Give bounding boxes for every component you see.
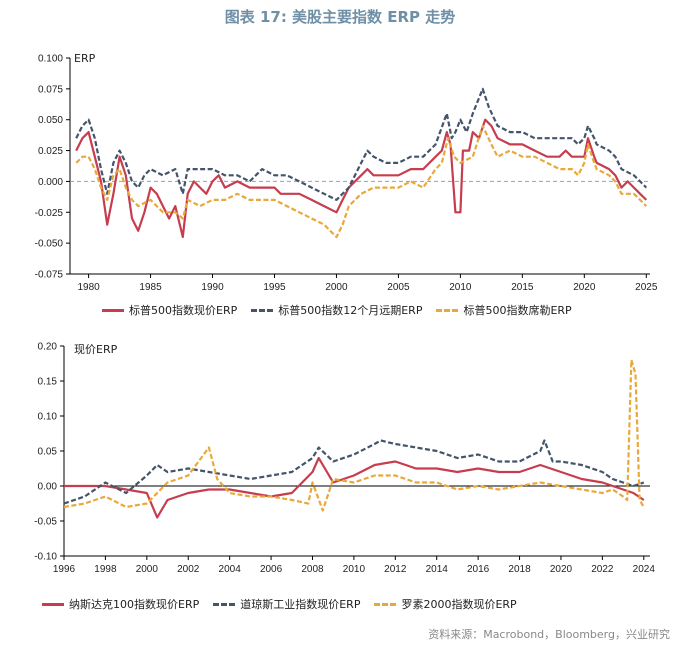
x-tick-label: 2024 <box>633 564 656 575</box>
y-tick-label: 0.10 <box>38 412 58 423</box>
y-tick-label: -0.075 <box>35 270 64 281</box>
legend-item-1: 标普500指数现价ERP <box>102 302 237 318</box>
y-tick-label: 0.000 <box>38 177 63 188</box>
legend-item-3: 标普500指数席勒ERP <box>436 302 572 318</box>
y-tick-label: 0.075 <box>38 84 63 95</box>
y-tick-label: 0.20 <box>38 342 58 353</box>
legend-item-2: 标普500指数12个月远期ERP <box>251 302 422 318</box>
x-tick-label: 2005 <box>387 282 410 293</box>
y-tick-label: 0.15 <box>38 377 58 388</box>
legend-swatch <box>42 602 64 606</box>
x-tick-label: 1995 <box>263 282 286 293</box>
x-tick-label: 2010 <box>343 564 366 575</box>
x-tick-label: 2012 <box>384 564 407 575</box>
x-tick-label: 2004 <box>219 564 242 575</box>
y-tick-label: 0.05 <box>38 447 58 458</box>
legend-item-2: 道琼斯工业指数现价ERP <box>213 596 360 612</box>
series-line-3 <box>75 124 648 239</box>
legend-swatch <box>374 602 397 606</box>
y-tick-label: 0.00 <box>38 482 58 493</box>
legend-item-3: 罗素2000指数现价ERP <box>374 596 517 612</box>
x-tick-label: 2025 <box>635 282 658 293</box>
legend-swatch <box>436 308 459 312</box>
x-tick-label: 1990 <box>201 282 224 293</box>
legend-label: 标普500指数12个月远期ERP <box>278 304 423 317</box>
x-tick-label: 2000 <box>325 282 348 293</box>
x-tick-label: 1985 <box>139 282 162 293</box>
chart-1: ERP 0.100 0.075 0.050 0.025 0.000 -0.025 -0.050… <box>35 52 658 293</box>
x-tick-label: 2010 <box>449 282 472 293</box>
x-tick-label: 2006 <box>260 564 283 575</box>
y-tick-label: 0.050 <box>38 115 63 126</box>
x-tick-label: 2014 <box>426 564 449 575</box>
x-tick-label: 2020 <box>550 564 573 575</box>
x-tick-label: 2002 <box>177 564 200 575</box>
legend-label: 罗素2000指数现价ERP <box>401 598 517 611</box>
legend-label: 标普500指数现价ERP <box>129 304 238 317</box>
legend-swatch <box>251 308 274 312</box>
x-tick-label: 2008 <box>301 564 324 575</box>
x-tick-label: 2016 <box>467 564 490 575</box>
x-tick-label: 2018 <box>508 564 531 575</box>
series-line-1 <box>75 118 648 239</box>
y-tick-label: 0.100 <box>38 54 63 65</box>
x-tick-label: 1980 <box>77 282 100 293</box>
legend-bottom-chart: 纳斯达克100指数现价ERP 道琼斯工业指数现价ERP 罗素2000指数现价ERP <box>42 596 531 612</box>
x-tick-label: 2015 <box>511 282 534 293</box>
y-tick-label: -0.05 <box>34 517 57 528</box>
legend-label: 标普500指数席勒ERP <box>463 304 572 317</box>
y-tick-label: -0.050 <box>35 239 64 250</box>
legend-label: 道琼斯工业指数现价ERP <box>240 598 361 611</box>
y-unit-label: ERP <box>74 52 96 65</box>
series-line-3 <box>63 358 645 512</box>
y-tick-label: -0.025 <box>35 208 64 219</box>
y-unit-label: 现价ERP <box>74 343 118 356</box>
x-tick-label: 2020 <box>573 282 596 293</box>
x-tick-label: 1998 <box>94 564 117 575</box>
legend-top-chart: 标普500指数现价ERP 标普500指数12个月远期ERP 标普500指数席勒ERP <box>102 302 586 318</box>
y-tick-label: 0.025 <box>38 146 63 157</box>
x-tick-label: 2022 <box>591 564 614 575</box>
legend-label: 纳斯达克100指数现价ERP <box>69 598 200 611</box>
series-line-2 <box>63 439 645 505</box>
legend-item-1: 纳斯达克100指数现价ERP <box>42 596 199 612</box>
x-tick-label: 1996 <box>53 564 76 575</box>
chart-title: 图表 17: 美股主要指数 ERP 走势 <box>224 8 456 26</box>
y-tick-label: -0.10 <box>34 552 57 563</box>
series-line-1 <box>64 456 645 519</box>
legend-swatch <box>102 308 124 312</box>
series-line-2 <box>75 87 648 201</box>
legend-swatch <box>213 602 236 606</box>
x-tick-label: 2000 <box>136 564 159 575</box>
source-note: 资料来源：Macrobond，Bloomberg，兴业研究 <box>428 628 670 641</box>
